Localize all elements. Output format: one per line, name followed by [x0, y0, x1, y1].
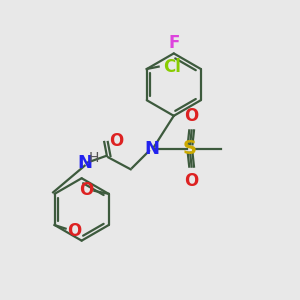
Text: O: O [184, 107, 199, 125]
Text: H: H [89, 151, 99, 165]
Text: O: O [79, 181, 93, 199]
Text: F: F [168, 34, 179, 52]
Text: S: S [183, 139, 197, 158]
Text: O: O [68, 222, 82, 240]
Text: N: N [77, 154, 92, 172]
Text: O: O [109, 132, 123, 150]
Text: N: N [144, 140, 159, 158]
Text: Cl: Cl [163, 58, 181, 76]
Text: O: O [184, 172, 199, 190]
